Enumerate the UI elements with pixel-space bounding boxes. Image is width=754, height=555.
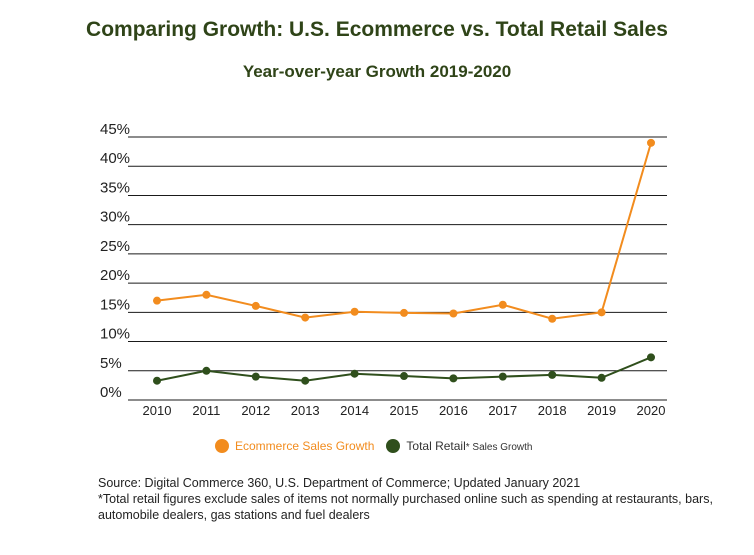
- y-tick-label: 45%: [100, 121, 130, 138]
- data-point: [153, 296, 161, 305]
- x-tick-label: 2015: [390, 403, 419, 418]
- x-tick-label: 2017: [488, 403, 517, 418]
- data-point: [449, 309, 458, 318]
- data-point: [251, 301, 260, 310]
- data-point: [597, 308, 606, 317]
- data-point: [301, 376, 310, 385]
- y-tick-label: 10%: [100, 326, 130, 343]
- data-point: [597, 373, 606, 382]
- data-point: [202, 366, 211, 375]
- legend-label-total-retail: Total Retail* Sales Growth: [406, 439, 532, 453]
- series-line-0: [156, 142, 652, 320]
- y-tick-label: 20%: [100, 267, 130, 284]
- series-lines: [156, 142, 652, 382]
- x-tick-label: 2012: [241, 403, 270, 418]
- y-tick-label: 30%: [100, 209, 130, 226]
- x-tick-label: 2020: [637, 403, 666, 418]
- series-points: [153, 138, 655, 385]
- legend-label-total-retail-main: Total Retail: [406, 439, 466, 453]
- data-point: [350, 307, 359, 316]
- x-tick-label: 2011: [192, 403, 220, 418]
- data-point: [153, 376, 161, 385]
- data-point: [498, 372, 507, 381]
- x-tick-label: 2013: [291, 403, 320, 418]
- x-tick-label: 2014: [340, 403, 369, 418]
- source-line: Source: Digital Commerce 360, U.S. Depar…: [98, 476, 581, 490]
- data-point: [251, 372, 260, 381]
- source-note: Source: Digital Commerce 360, U.S. Depar…: [98, 475, 718, 523]
- y-tick-label: 40%: [100, 150, 130, 167]
- y-axis-ticks: 0% 5% 10% 15% 20% 25% 30% 35% 40% 45%: [100, 121, 130, 401]
- data-point: [498, 300, 507, 309]
- x-axis-ticks: 2010 2011 2012 2013 2014 2015 2016 2017 2018 2019…: [143, 403, 666, 418]
- legend-item-total-retail: Total Retail* Sales Growth: [386, 439, 532, 453]
- x-tick-label: 2010: [143, 403, 172, 418]
- x-tick-label: 2019: [587, 403, 616, 418]
- legend-marker-ecommerce: [215, 439, 229, 453]
- x-tick-label: 2016: [439, 403, 468, 418]
- y-tick-label: 0%: [100, 384, 122, 401]
- legend-marker-total-retail: [386, 439, 401, 453]
- data-point: [548, 314, 557, 323]
- data-point: [400, 372, 408, 381]
- x-tick-label: 2018: [538, 403, 567, 418]
- y-tick-label: 25%: [100, 238, 130, 255]
- data-point: [647, 353, 655, 362]
- legend-item-ecommerce: Ecommerce Sales Growth: [215, 439, 374, 453]
- legend-label-total-retail-suffix: * Sales Growth: [465, 442, 533, 453]
- data-point: [202, 290, 211, 299]
- data-point: [449, 374, 458, 383]
- chart-title: Comparing Growth: U.S. Ecommerce vs. Tot…: [86, 18, 668, 41]
- data-point: [350, 369, 359, 378]
- data-point: [548, 370, 557, 379]
- grid-lines: [128, 136, 667, 401]
- y-tick-label: 5%: [100, 355, 122, 372]
- footnote-line: *Total retail figures exclude sales of i…: [98, 492, 713, 522]
- legend-label-ecommerce: Ecommerce Sales Growth: [235, 439, 375, 453]
- data-point: [647, 138, 655, 147]
- legend: Ecommerce Sales Growth Total Retail* Sal…: [215, 439, 544, 453]
- data-point: [301, 313, 310, 322]
- data-point: [400, 308, 408, 317]
- y-tick-label: 15%: [100, 296, 130, 313]
- chart-subtitle: Year-over-year Growth 2019-2020: [242, 62, 512, 81]
- y-tick-label: 35%: [100, 179, 130, 196]
